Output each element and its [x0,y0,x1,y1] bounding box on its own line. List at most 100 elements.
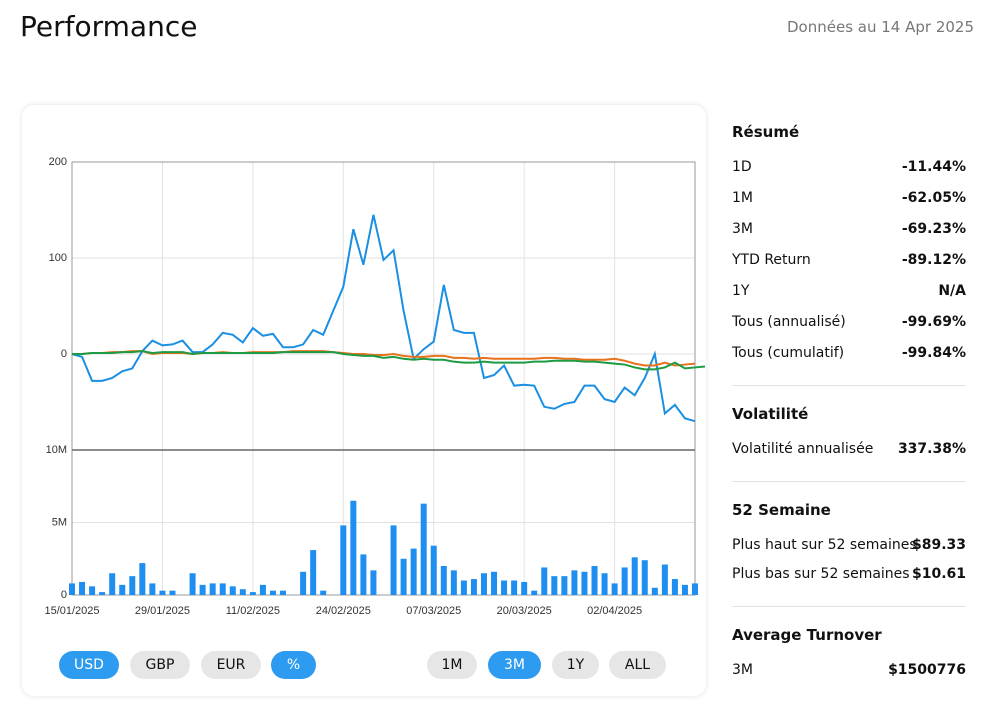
volume-bar [269,590,276,595]
volume-bar [541,567,548,595]
volume-bar [360,554,367,595]
volume-bar [400,558,407,595]
row-label: YTD Return [732,252,811,268]
row-label: 1Y [732,283,750,299]
summary-row: Plus haut sur 52 semaines $89.33 [732,537,966,555]
divider [732,385,966,386]
volume-bar [470,579,477,595]
volume-bar [561,576,568,595]
summary-row: 3M -69.23% [732,221,966,239]
row-label: 3M [732,221,753,237]
volume-bar [450,570,457,595]
range-button[interactable]: 1M [427,651,477,679]
volume-bar [219,583,226,595]
volume-bar [671,579,678,595]
volume-bar [340,525,347,595]
volume-bar [661,564,668,595]
divider [732,606,966,607]
x-tick-label: 07/03/2025 [406,605,461,617]
x-tick-label: 02/04/2025 [587,605,642,617]
x-tick-label: 15/01/2025 [44,605,99,617]
volume-bar [631,557,638,595]
y-tick-label: 5M [52,516,67,528]
section-title: Résumé [732,123,800,141]
volume-bar [350,500,357,595]
volume-bar [601,573,608,595]
summary-row: Volatilité annualisée 337.38% [732,441,966,459]
volume-bar [420,503,427,595]
row-label: 1M [732,190,753,206]
row-label: Tous (annualisé) [732,314,846,330]
volume-bar [69,583,75,595]
row-value: $1500776 [888,662,966,678]
summary-row: YTD Return -89.12% [732,252,966,270]
range-button[interactable]: ALL [609,651,666,679]
summary-row: 3M $1500776 [732,662,966,680]
range-button[interactable]: 3M [488,651,541,679]
y-tick-label: 200 [49,156,67,168]
volume-bar [370,570,377,595]
volume-bar [581,571,588,595]
volume-bar [99,592,106,595]
volume-bar [460,580,467,595]
range-button[interactable]: 1Y [552,651,599,679]
page-title: Performance [20,10,198,43]
volume-bar [440,566,447,595]
volume-bar [390,525,397,595]
x-tick-label: 29/01/2025 [135,605,190,617]
row-label: 3M [732,662,753,678]
volume-bar [89,586,96,595]
data-date: Données au 14 Apr 2025 [787,18,974,36]
volume-bar [79,581,86,595]
volume-bar [139,563,146,595]
volume-bar [410,548,417,595]
summary-row: 1M -62.05% [732,190,966,208]
volume-bar [310,550,317,595]
row-value: -69.23% [901,221,966,237]
volume-bar [621,567,628,595]
currency-button[interactable]: USD [59,651,119,679]
volume-bar [209,583,216,595]
section-title: 52 Semaine [732,501,831,519]
y-tick-label: 0 [61,348,67,360]
summary-row: 1Y N/A [732,283,966,301]
row-value: N/A [938,283,966,299]
currency-button[interactable]: % [271,651,316,679]
row-value: -99.69% [901,314,966,330]
volume-bar [430,545,437,595]
row-value: -89.12% [901,252,966,268]
volume-bar [259,584,266,595]
row-value: -99.84% [901,345,966,361]
volume-bar [239,589,246,595]
row-label: Tous (cumulatif) [732,345,845,361]
section-title: Volatilité [732,405,809,423]
x-tick-label: 20/03/2025 [497,605,552,617]
volume-bar [651,587,658,595]
volume-bar [491,571,498,595]
volume-bar [611,583,618,595]
volume-bar [641,560,648,595]
volume-bar [692,583,698,595]
volume-bar [249,592,256,595]
y-tick-label: 0 [61,589,67,601]
volume-bar [129,576,136,595]
row-value: 337.38% [897,441,966,457]
row-value: -62.05% [901,190,966,206]
row-label: Plus bas sur 52 semaines [732,566,910,582]
summary-row: 1D -11.44% [732,159,966,177]
plot-frame [71,161,696,451]
volume-bar [531,590,538,595]
line-series [71,214,696,423]
volume-bar [511,580,518,595]
currency-button[interactable]: EUR [201,651,261,679]
volume-bar [109,573,116,595]
volume-bar [681,584,688,595]
volume-bar [571,570,578,595]
volume-bar [159,590,166,595]
currency-button[interactable]: GBP [130,651,190,679]
volume-bar [229,586,236,595]
volume-bar [480,573,487,595]
volume-bar [591,566,598,595]
